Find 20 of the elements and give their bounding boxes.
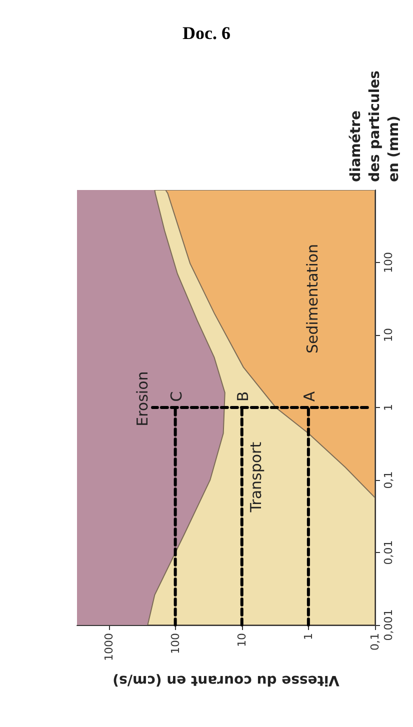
x-tick-label: 0,1 (368, 633, 382, 650)
y-tick-label: 0,001 (382, 609, 395, 641)
x-axis-title: Vitesse du courant en (cm/s) (112, 672, 340, 688)
y-tick-label: 10 (382, 328, 395, 342)
y-tick-label: 100 (382, 252, 395, 273)
x-tick-label: 10 (235, 633, 248, 647)
y-tick-label: 1 (382, 404, 395, 411)
x-tick-label: 1 (302, 633, 315, 640)
y-axis-title: diamétre des particules en (mm) (348, 70, 402, 182)
annotation: A (300, 390, 318, 402)
x-tick-label: 100 (168, 633, 182, 654)
chart-title: Doc. 6 (182, 22, 232, 45)
y-tick-label: 0,1 (382, 471, 395, 489)
annotation: Transport (246, 442, 265, 514)
annotation: Erosion (134, 371, 152, 426)
annotation: B (234, 391, 252, 402)
annotation: C (167, 391, 186, 402)
y-tick-label: 0,01 (382, 540, 395, 565)
annotation: Sedimentation (303, 244, 322, 354)
x-tick-label: 1000 (102, 633, 116, 661)
